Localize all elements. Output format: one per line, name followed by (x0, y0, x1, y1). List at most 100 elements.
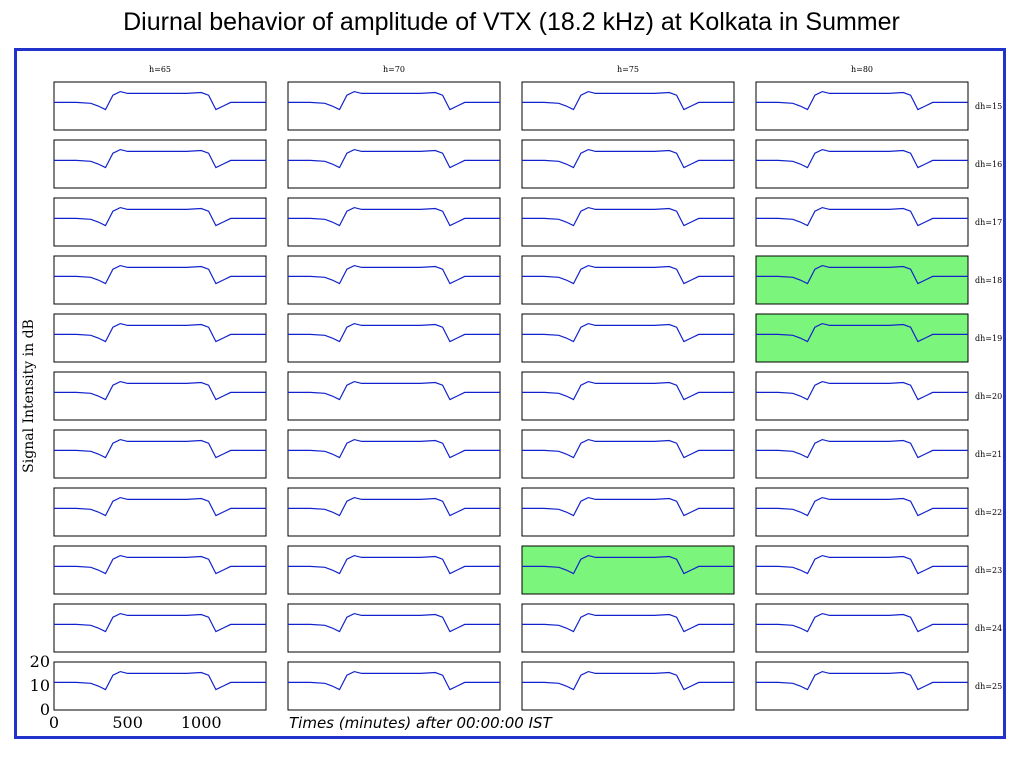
panel-grid-chart: h=65 h=70 h=75 h=80 dh=15 dh=16 dh=17 dh=18 dh=1… (21, 65, 1002, 732)
panel (287, 603, 501, 653)
series-line (522, 554, 734, 575)
series-line (522, 438, 734, 459)
series-line (54, 264, 266, 285)
panel (521, 371, 735, 421)
panel (521, 139, 735, 189)
series-line (288, 90, 500, 111)
panel (287, 371, 501, 421)
series-line (54, 90, 266, 111)
series-line (288, 554, 500, 575)
series-line (288, 148, 500, 169)
series-line (288, 322, 500, 343)
panel (53, 603, 267, 653)
panel (521, 313, 735, 363)
row-label: dh=20 (975, 392, 1002, 401)
series-line (54, 612, 266, 633)
panel (287, 429, 501, 479)
page-title: Diurnal behavior of amplitude of VTX (18… (123, 8, 900, 36)
panel (755, 661, 969, 711)
series-line (288, 438, 500, 459)
panel (53, 661, 267, 711)
panel (53, 255, 267, 305)
panel (287, 255, 501, 305)
series-line (54, 496, 266, 517)
panel (755, 371, 969, 421)
panel (287, 139, 501, 189)
panel (53, 197, 267, 247)
panel (521, 197, 735, 247)
row-label: dh=18 (975, 276, 1002, 285)
panel (287, 197, 501, 247)
row-label: dh=22 (975, 508, 1002, 517)
series-line (756, 380, 968, 401)
series-line (54, 438, 266, 459)
row-label: dh=25 (975, 682, 1002, 691)
series-line (522, 148, 734, 169)
column-header: h=65 (149, 65, 171, 74)
series-line (522, 90, 734, 111)
series-line (288, 264, 500, 285)
panel (287, 545, 501, 595)
x-tick-label: 500 (112, 713, 143, 732)
panel (53, 545, 267, 595)
series-line (54, 380, 266, 401)
series-line (522, 380, 734, 401)
row-label: dh=24 (975, 624, 1002, 633)
panel (521, 255, 735, 305)
series-line (756, 90, 968, 111)
panel (521, 81, 735, 131)
series-line (54, 206, 266, 227)
panel (53, 429, 267, 479)
panel (755, 487, 969, 537)
panel (755, 139, 969, 189)
series-line (522, 496, 734, 517)
panel (755, 429, 969, 479)
panel (755, 81, 969, 131)
panel (521, 429, 735, 479)
column-header: h=70 (383, 65, 405, 74)
series-line (756, 670, 968, 691)
row-label: dh=17 (975, 218, 1002, 227)
series-line (288, 670, 500, 691)
series-line (54, 670, 266, 691)
x-tick-label: 1000 (181, 713, 222, 732)
panel (521, 661, 735, 711)
panel (521, 487, 735, 537)
panel (53, 313, 267, 363)
panel (287, 313, 501, 363)
y-tick-label: 20 (30, 652, 50, 671)
panel (755, 197, 969, 247)
panel (287, 661, 501, 711)
y-axis-label: Signal Intensity in dB (21, 319, 37, 473)
figure-frame: h=65 h=70 h=75 h=80 dh=15 dh=16 dh=17 dh=18 dh=1… (14, 48, 1006, 739)
series-line (756, 148, 968, 169)
series-line (522, 264, 734, 285)
panel (287, 487, 501, 537)
row-label: dh=16 (975, 160, 1002, 169)
y-tick-label: 10 (30, 676, 50, 695)
highlighted-panel (521, 545, 735, 595)
series-line (756, 322, 968, 343)
series-line (756, 206, 968, 227)
panel (755, 545, 969, 595)
series-line (756, 612, 968, 633)
series-line (522, 206, 734, 227)
series-line (756, 496, 968, 517)
series-line (288, 612, 500, 633)
column-header: h=80 (851, 65, 873, 74)
series-line (54, 554, 266, 575)
panel (53, 487, 267, 537)
panel (521, 603, 735, 653)
row-label: dh=21 (975, 450, 1002, 459)
series-line (288, 380, 500, 401)
x-axis-label: Times (minutes) after 00:00:00 IST (289, 714, 554, 732)
row-label: dh=15 (975, 102, 1002, 111)
panel (53, 81, 267, 131)
series-line (54, 322, 266, 343)
series-line (756, 264, 968, 285)
panel (287, 81, 501, 131)
row-label: dh=19 (975, 334, 1002, 343)
highlighted-panel (755, 313, 969, 363)
series-line (756, 554, 968, 575)
series-line (288, 496, 500, 517)
